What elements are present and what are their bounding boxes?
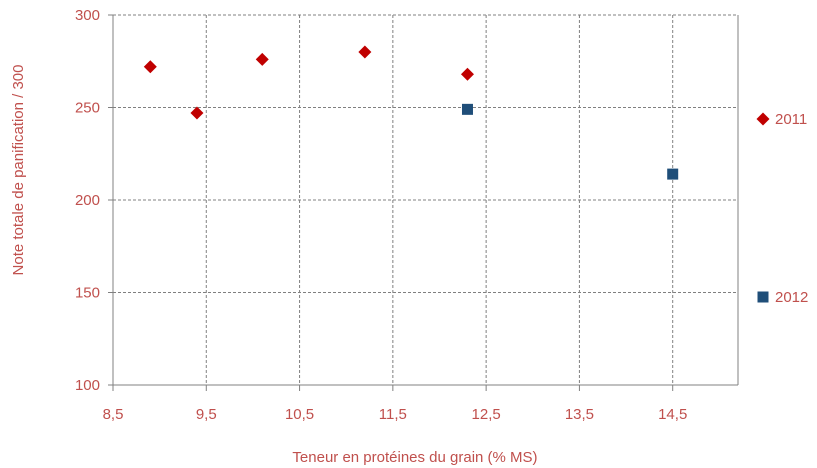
grid-lines <box>113 14 739 385</box>
x-tick-label: 10,5 <box>285 406 314 423</box>
y-tick-label: 200 <box>75 192 100 209</box>
data-point-2012 <box>461 103 473 115</box>
x-tick-label: 8,5 <box>103 406 124 423</box>
data-point-2011 <box>358 45 372 59</box>
legend-label-2012: 2012 <box>775 289 808 306</box>
data-point-2011 <box>190 106 204 120</box>
legend: 2011 2012 <box>756 111 808 306</box>
y-tick-label: 100 <box>75 377 100 394</box>
x-tick-label: 9,5 <box>196 406 217 423</box>
x-axis-title: Teneur en protéines du grain (% MS) <box>292 449 537 466</box>
y-tick-label: 250 <box>75 100 100 117</box>
y-tick-label: 150 <box>75 285 100 302</box>
legend-marker-2011 <box>756 112 770 126</box>
x-tick-label: 13,5 <box>565 406 594 423</box>
x-tick-label: 14,5 <box>658 406 687 423</box>
x-tick-label: 11,5 <box>379 406 407 423</box>
legend-label-2011: 2011 <box>775 111 807 128</box>
y-tick-label: 300 <box>75 7 100 24</box>
legend-marker-2012 <box>757 291 769 303</box>
data-points <box>143 45 679 180</box>
data-point-2012 <box>667 168 679 180</box>
data-point-2011 <box>460 67 474 81</box>
y-axis-title: Note totale de panification / 300 <box>10 65 27 276</box>
x-tick-label: 12,5 <box>472 406 501 423</box>
data-point-2011 <box>143 60 157 74</box>
data-point-2011 <box>255 52 269 66</box>
axes <box>108 14 738 391</box>
tick-labels: 100 150 200 250 300 8,5 9,5 10,5 11,5 12,5 13,5 14,… <box>75 7 687 423</box>
